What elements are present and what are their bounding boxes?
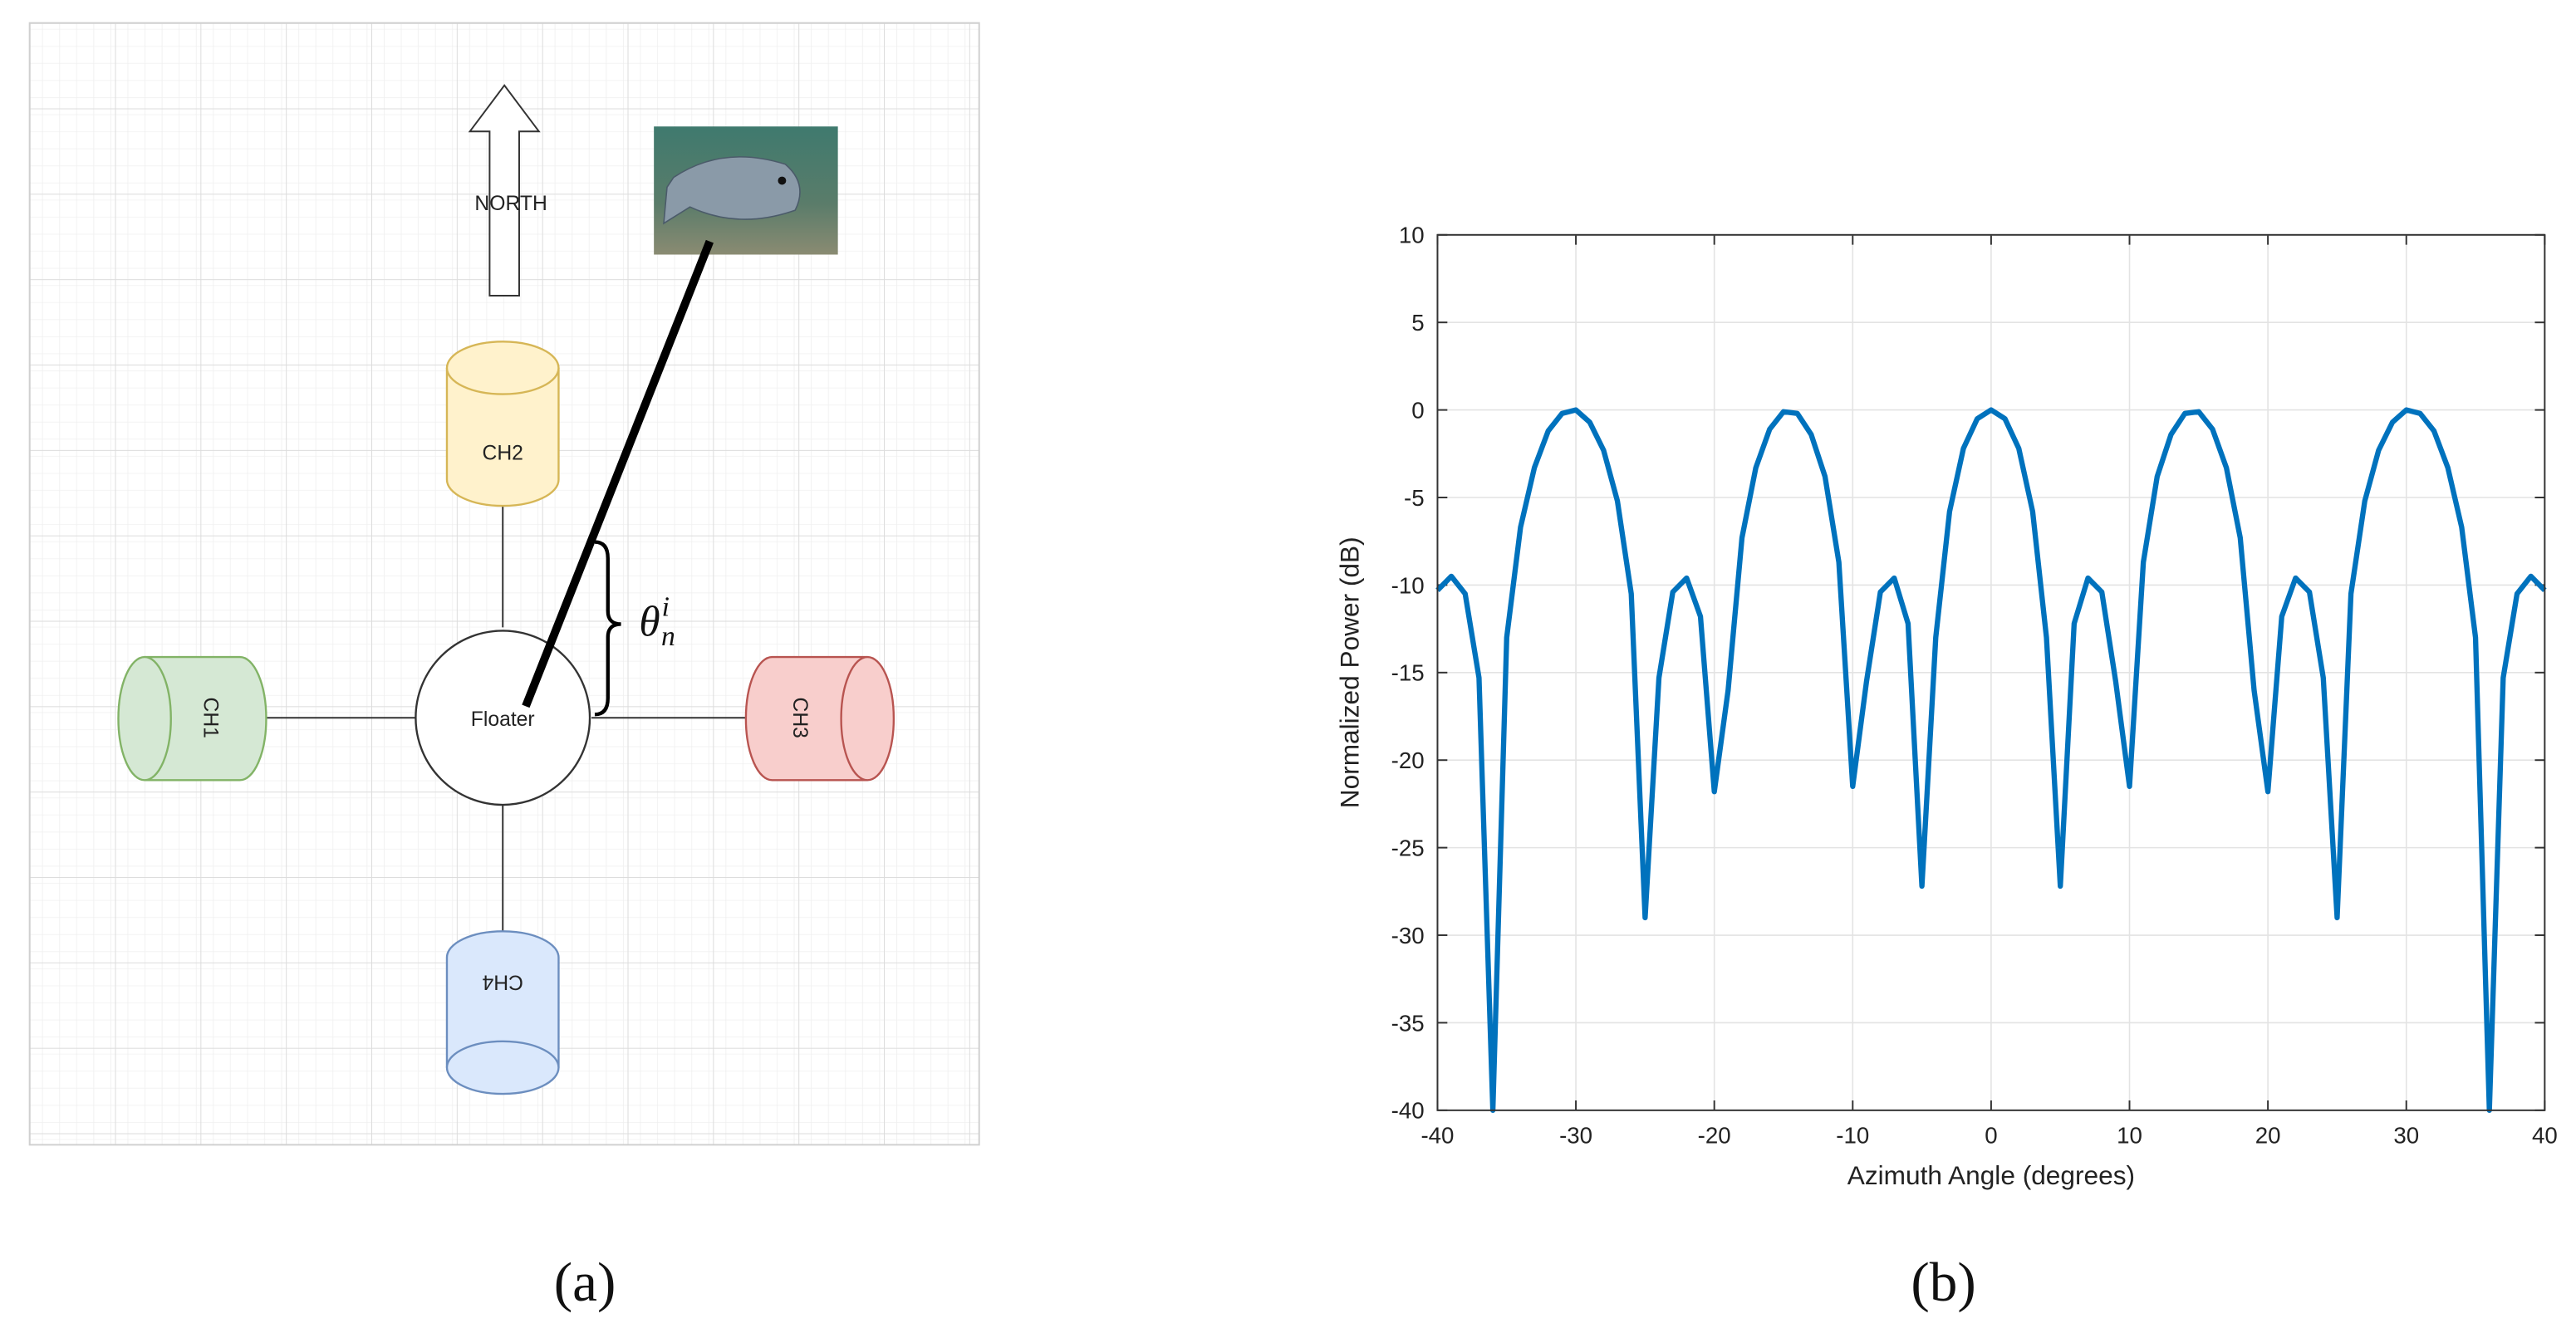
north-label: NORTH (474, 193, 547, 215)
x-tick-label: -30 (1559, 1122, 1592, 1148)
channel-label: CH4 (482, 971, 523, 993)
ch2-cylinder: CH2 (445, 341, 560, 507)
x-tick-label: -10 (1836, 1122, 1869, 1148)
y-tick-label: 0 (1411, 397, 1424, 423)
ch1-cylinder: CH1 (117, 655, 267, 782)
plot-frame (1436, 233, 2546, 1111)
x-tick-label: 0 (1985, 1122, 1997, 1148)
x-axis-label: Azimuth Angle (degrees) (1847, 1160, 2135, 1190)
x-tick-label: 40 (2532, 1122, 2558, 1148)
x-tick-label: -40 (1420, 1122, 1454, 1148)
y-tick-label: 5 (1411, 310, 1424, 336)
angle-sup: i (662, 592, 670, 623)
channel-label: CH2 (483, 443, 523, 465)
x-tick-label: 10 (2117, 1122, 2142, 1148)
y-tick-label: -5 (1404, 485, 1425, 511)
angle-base: θ (639, 598, 660, 645)
x-tick-label: 20 (2255, 1122, 2281, 1148)
x-tick-label: -20 (1698, 1122, 1731, 1148)
y-tick-label: 10 (1399, 223, 1425, 248)
caption: (b) (1911, 1251, 1975, 1313)
north-arrow (468, 84, 541, 296)
y-tick-label: -15 (1391, 660, 1425, 686)
diagram: NORTH CH2 CH1 CH3 CH4 (28, 22, 980, 1146)
y-tick-label: -40 (1391, 1098, 1425, 1124)
bearing-line (522, 239, 714, 708)
angle-sub: n (661, 621, 675, 652)
floater (415, 630, 591, 806)
y-tick-label: -10 (1391, 572, 1425, 598)
floater-label: Floater (471, 708, 535, 731)
caption: (a) (554, 1251, 616, 1313)
chart: -40 -30 -20 -10 0 10 20 30 40 -40 -35 -30 -25 -20 -15 -… (1335, 223, 2558, 1190)
y-tick-label: -25 (1391, 836, 1425, 861)
y-tick-label: -30 (1391, 923, 1425, 948)
channel-label: CH3 (788, 697, 811, 738)
y-tick-label: -35 (1391, 1010, 1425, 1036)
ch3-cylinder: CH3 (744, 655, 895, 782)
ch4-cylinder: CH4 (445, 930, 560, 1095)
y-tick-label: -20 (1391, 747, 1425, 773)
x-tick-label: 30 (2393, 1122, 2419, 1148)
angle-brace (594, 540, 621, 717)
channel-label: CH1 (199, 697, 221, 738)
fish-photo (654, 126, 838, 255)
data-line (1435, 407, 2547, 1114)
y-axis-label: Normalized Power (dB) (1335, 537, 1365, 808)
